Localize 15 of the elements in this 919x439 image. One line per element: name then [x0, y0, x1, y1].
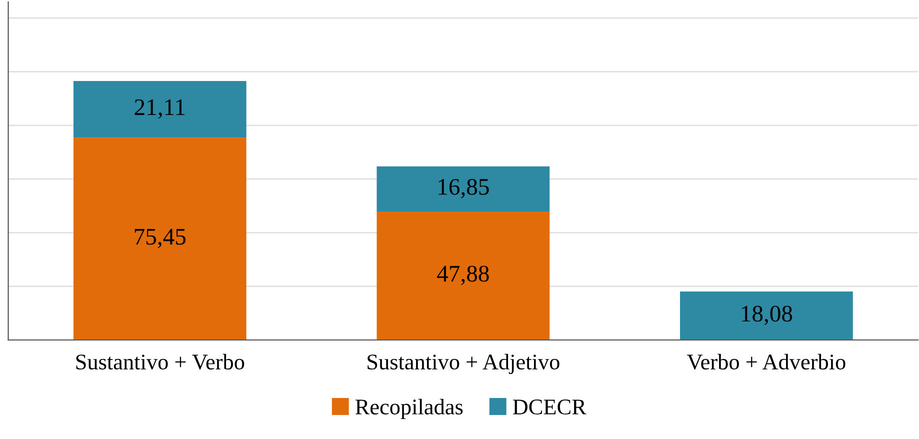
- data-label: 18,08: [742, 306, 792, 326]
- bar: [376, 212, 550, 340]
- bar: [73, 80, 246, 138]
- data-label: 21,11: [134, 99, 185, 119]
- bar: [680, 292, 853, 340]
- bar: [73, 138, 246, 340]
- x-tick-label: Sustantivo + Verbo: [76, 354, 244, 370]
- bar: [376, 166, 550, 212]
- data-label: 16,85: [438, 178, 489, 198]
- x-tick-label: Sustantivo + Adjetivo: [368, 354, 560, 374]
- data-label: 47,88: [437, 266, 489, 286]
- x-tick-label: Verbo + Adverbio: [686, 354, 846, 370]
- legend-label: DCECR: [512, 400, 586, 414]
- legend-label: Recopiladas: [355, 398, 463, 419]
- data-label: 75,45: [134, 228, 186, 248]
